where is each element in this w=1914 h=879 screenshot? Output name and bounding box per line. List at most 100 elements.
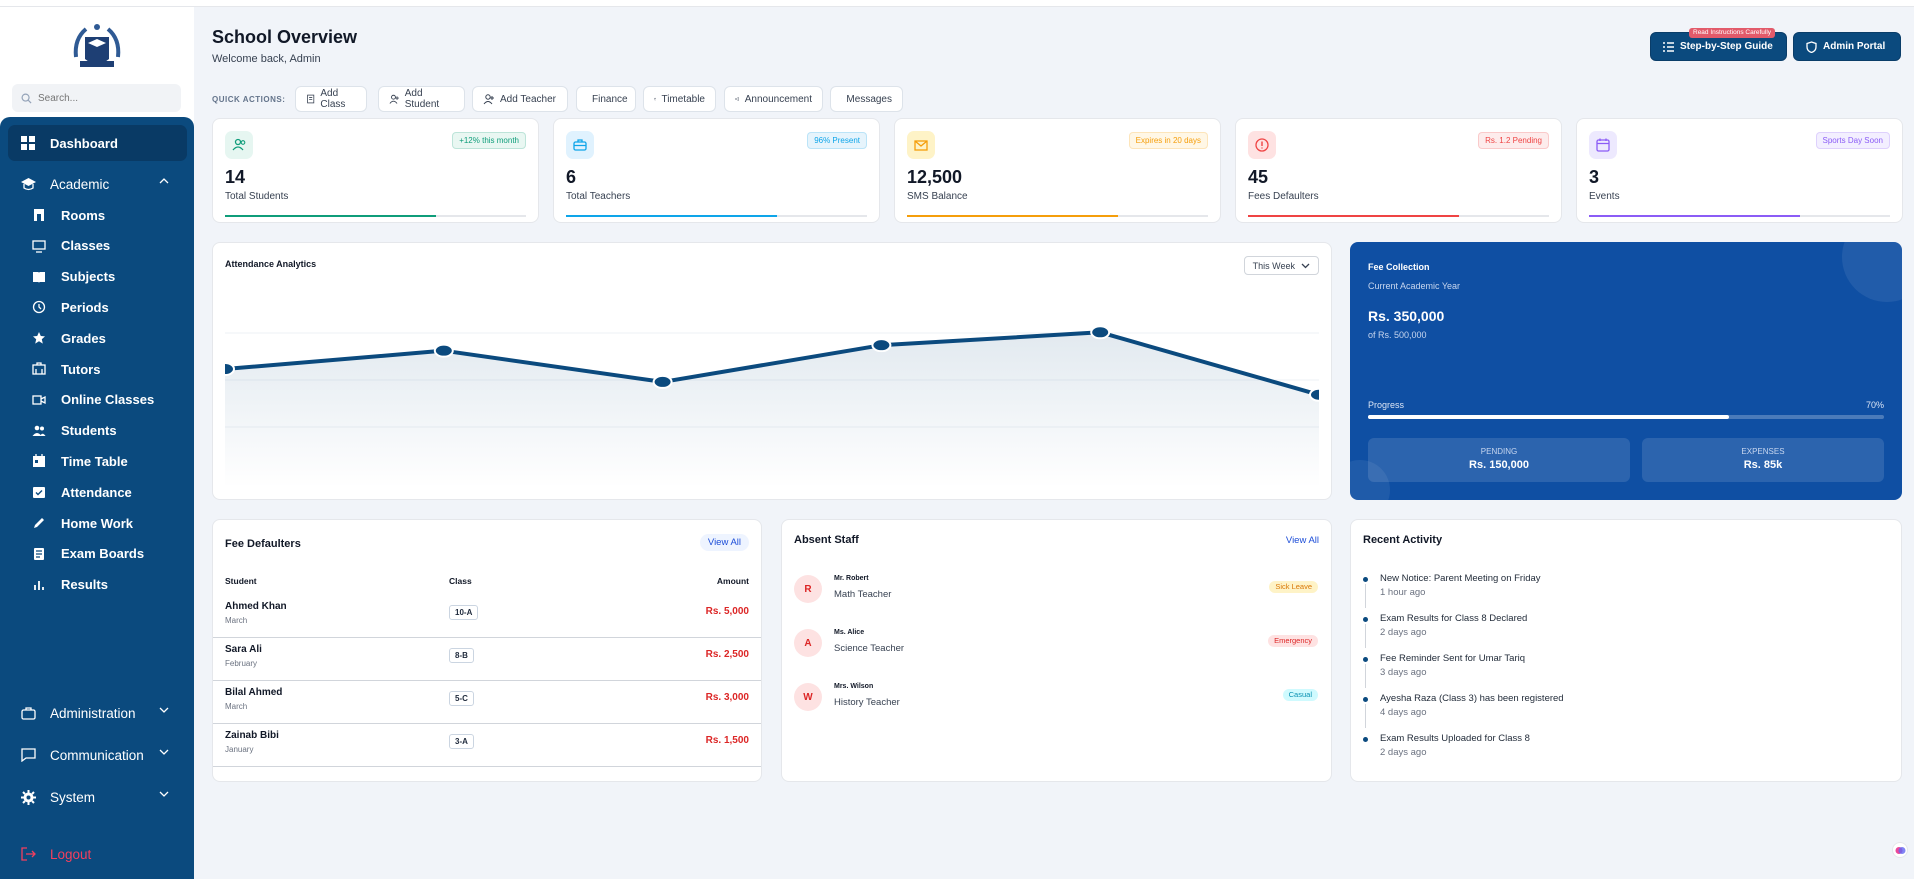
quick-action-label: Add Student (404, 88, 440, 110)
fee-month: March (225, 702, 248, 711)
expenses-value: Rs. 85k (1743, 459, 1783, 471)
sidebar-item-exam-boards[interactable]: Exam Boards (20, 539, 187, 569)
calendar-icon (654, 97, 657, 101)
sidebar-item-home-work[interactable]: Home Work (20, 508, 187, 538)
sidebar-group-system[interactable]: System (8, 779, 187, 815)
quick-action-timetable-button[interactable]: Timetable (643, 86, 716, 112)
activity-time: 1 hour ago (1380, 587, 1426, 598)
attendance-line (225, 330, 1319, 397)
stat-tag: Expires in 20 days (1128, 132, 1208, 149)
envelope-icon (914, 140, 928, 151)
quick-action-add-student-button[interactable]: Add Student (378, 86, 465, 112)
sidebar-item-rooms[interactable]: Rooms (20, 200, 187, 230)
table-row[interactable]: Ahmed Khan March 10-A Rs. 5,000 (213, 595, 761, 638)
list-item[interactable]: R Mr. Robert Math Teacher Sick Leave (794, 571, 1318, 611)
period-select[interactable]: This Week (1243, 256, 1319, 275)
activity-time: 4 days ago (1380, 707, 1427, 718)
quick-action-messages-button[interactable]: Messages (830, 86, 903, 112)
student-name: Ahmed Khan (225, 601, 287, 612)
pending-label: PENDING (1480, 447, 1518, 456)
absent-staff-view-all-link[interactable]: View All (1285, 535, 1319, 546)
sidebar-item-label: Attendance (61, 484, 132, 500)
search-input[interactable] (38, 92, 168, 104)
stat-value: 45 (1248, 167, 1269, 187)
fee-collection-title: Fee Collection (1368, 262, 1430, 272)
sidebar-item-dashboard[interactable]: Dashboard (8, 125, 187, 161)
stat-progress-bar (907, 215, 1208, 217)
chevron-up-icon (159, 178, 169, 184)
data-point (225, 362, 235, 377)
sidebar-item-label: Administration (50, 705, 136, 721)
quick-action-label: Messages (846, 93, 892, 105)
staff-role: Math Teacher (834, 589, 892, 600)
student-name: Bilal Ahmed (225, 687, 283, 698)
logout-button[interactable]: Logout (8, 836, 187, 872)
absent-staff-card: Absent Staff View All R Mr. Robert Math … (781, 519, 1332, 782)
fee-defaulters-card: Fee Defaulters View All Student Class Am… (212, 519, 762, 782)
sidebar-group-administration[interactable]: Administration (8, 695, 187, 731)
sidebar-item-online-classes[interactable]: Online Classes (20, 385, 187, 415)
quick-action-announcement-button[interactable]: Announcement (724, 86, 823, 112)
column-header-amount: Amount (716, 576, 749, 586)
sidebar-item-results[interactable]: Results (20, 570, 187, 600)
fee-collection-subtitle: Current Academic Year (1368, 281, 1461, 291)
assistant-bubble-button[interactable] (1892, 842, 1908, 858)
sidebar-item-label: Online Classes (61, 392, 155, 408)
search-box[interactable] (12, 84, 181, 112)
sidebar-item-time-table[interactable]: Time Table (20, 446, 187, 476)
list-item[interactable]: W Mrs. Wilson History Teacher Casual (794, 679, 1318, 719)
alert-circle-icon (1255, 138, 1269, 152)
top-strip (0, 0, 1914, 7)
stat-card-events[interactable]: Sports Day Soon 3 Events (1576, 118, 1903, 223)
sidebar-item-label: Periods (61, 299, 109, 315)
sidebar-item-subjects[interactable]: Subjects (20, 262, 187, 292)
stat-card-fees-defaulters[interactable]: Rs. 1.2 Pending 45 Fees Defaulters (1235, 118, 1562, 223)
fee-defaulters-view-all-link[interactable]: View All (699, 534, 749, 551)
clipboard-icon (32, 547, 46, 561)
student-name: Sara Ali (225, 644, 262, 655)
sidebar-item-attendance[interactable]: Attendance (20, 477, 187, 507)
list-icon (1663, 41, 1674, 52)
fee-collected-amount: Rs. 350,000 (1368, 308, 1445, 324)
status-badge: Casual (1282, 689, 1318, 701)
column-header-class: Class (449, 576, 472, 586)
column-header-student: Student (225, 576, 257, 586)
sidebar-item-grades[interactable]: Grades (20, 323, 187, 353)
avatar: A (794, 629, 822, 657)
sidebar-item-label: Tutors (61, 361, 101, 377)
staff-name: Mr. Robert (834, 575, 869, 582)
sidebar-item-classes[interactable]: Classes (20, 231, 187, 261)
data-point (1090, 325, 1111, 340)
sidebar-group-communication[interactable]: Communication (8, 737, 187, 773)
sidebar-group-academic[interactable]: Academic (8, 166, 187, 202)
quick-action-add-teacher-button[interactable]: Add Teacher (472, 86, 568, 112)
timeline-line (1365, 664, 1366, 688)
stat-card-sms-balance[interactable]: Expires in 20 days 12,500 SMS Balance (894, 118, 1221, 223)
sidebar-item-label: Exam Boards (61, 546, 145, 562)
sidebar-item-tutors[interactable]: Tutors (20, 354, 187, 384)
activity-text: Exam Results for Class 8 Declared (1380, 613, 1528, 624)
admin-portal-button[interactable]: Admin Portal (1793, 32, 1901, 61)
stat-card-total-teachers[interactable]: 96% Present 6 Total Teachers (553, 118, 880, 223)
page-title: School Overview (212, 27, 358, 47)
chevron-down-icon (159, 707, 169, 713)
chevron-down-icon (159, 749, 169, 755)
guide-button-label: Step-by-Step Guide (1680, 41, 1773, 52)
period-select-value: This Week (1252, 260, 1295, 271)
quick-action-finance-button[interactable]: Finance (576, 86, 636, 112)
pending-box: PENDING Rs. 150,000 (1368, 438, 1630, 482)
sidebar-item-students[interactable]: Students (20, 416, 187, 446)
stat-card-total-students[interactable]: +12% this month 14 Total Students (212, 118, 539, 223)
quick-action-label: Announcement (744, 93, 812, 105)
table-row[interactable]: Bilal Ahmed March 5-C Rs. 3,000 (213, 681, 761, 724)
table-row[interactable]: Zainab Bibi January 3-A Rs. 1,500 (213, 724, 761, 767)
briefcase-icon (573, 139, 587, 151)
list-item[interactable]: A Ms. Alice Science Teacher Emergency (794, 625, 1318, 665)
sidebar-item-label: System (50, 789, 96, 805)
sidebar-item-periods[interactable]: Periods (20, 292, 187, 322)
quick-action-add-class-button[interactable]: Add Class (295, 86, 367, 112)
search-icon (21, 93, 32, 104)
stat-label: Fees Defaulters (1248, 191, 1319, 202)
table-row[interactable]: Sara Ali February 8-B Rs. 2,500 (213, 638, 761, 681)
avatar: W (794, 683, 822, 711)
